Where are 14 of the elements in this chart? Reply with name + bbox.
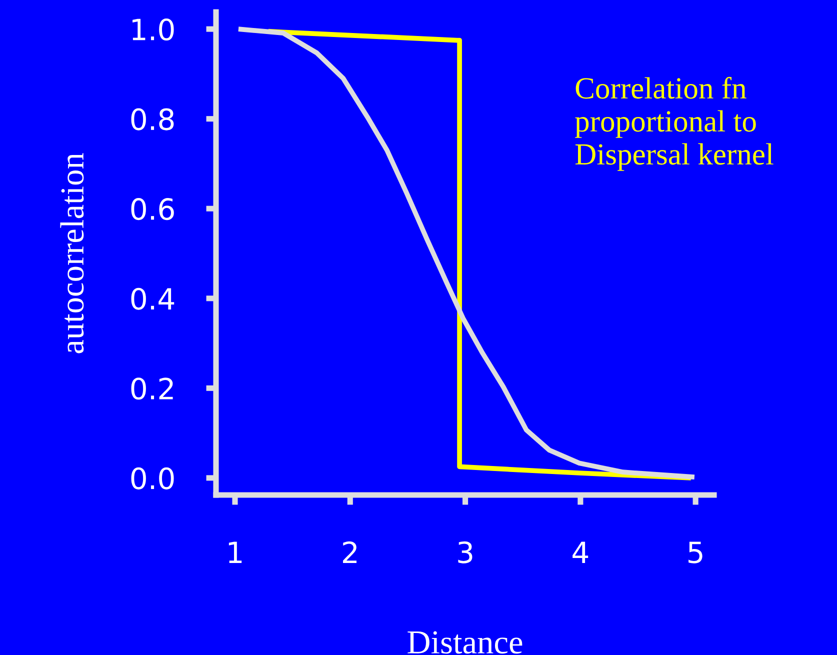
y-tick-label: 0.4	[131, 288, 174, 310]
x-tick-label: 2	[343, 541, 356, 563]
x-tick-label: 4	[572, 542, 588, 563]
y-tick-label: 0.6	[131, 198, 174, 220]
y-tick-label: 0.2	[131, 378, 173, 400]
y-tick-label: 1.0	[132, 18, 174, 41]
x-tick-label: 1	[228, 542, 242, 563]
x-tick-label: 3	[458, 541, 472, 564]
y-tick-label: 0.0	[131, 467, 174, 490]
y-tick-label: 0.8	[131, 108, 174, 130]
x-axis-title: Distance	[408, 631, 522, 654]
annotation: Correlation fn proportional to Dispersal kernel	[575, 76, 774, 171]
y-axis-title: autocorrelation	[60, 153, 84, 354]
x-tick-label: 5	[688, 542, 702, 564]
